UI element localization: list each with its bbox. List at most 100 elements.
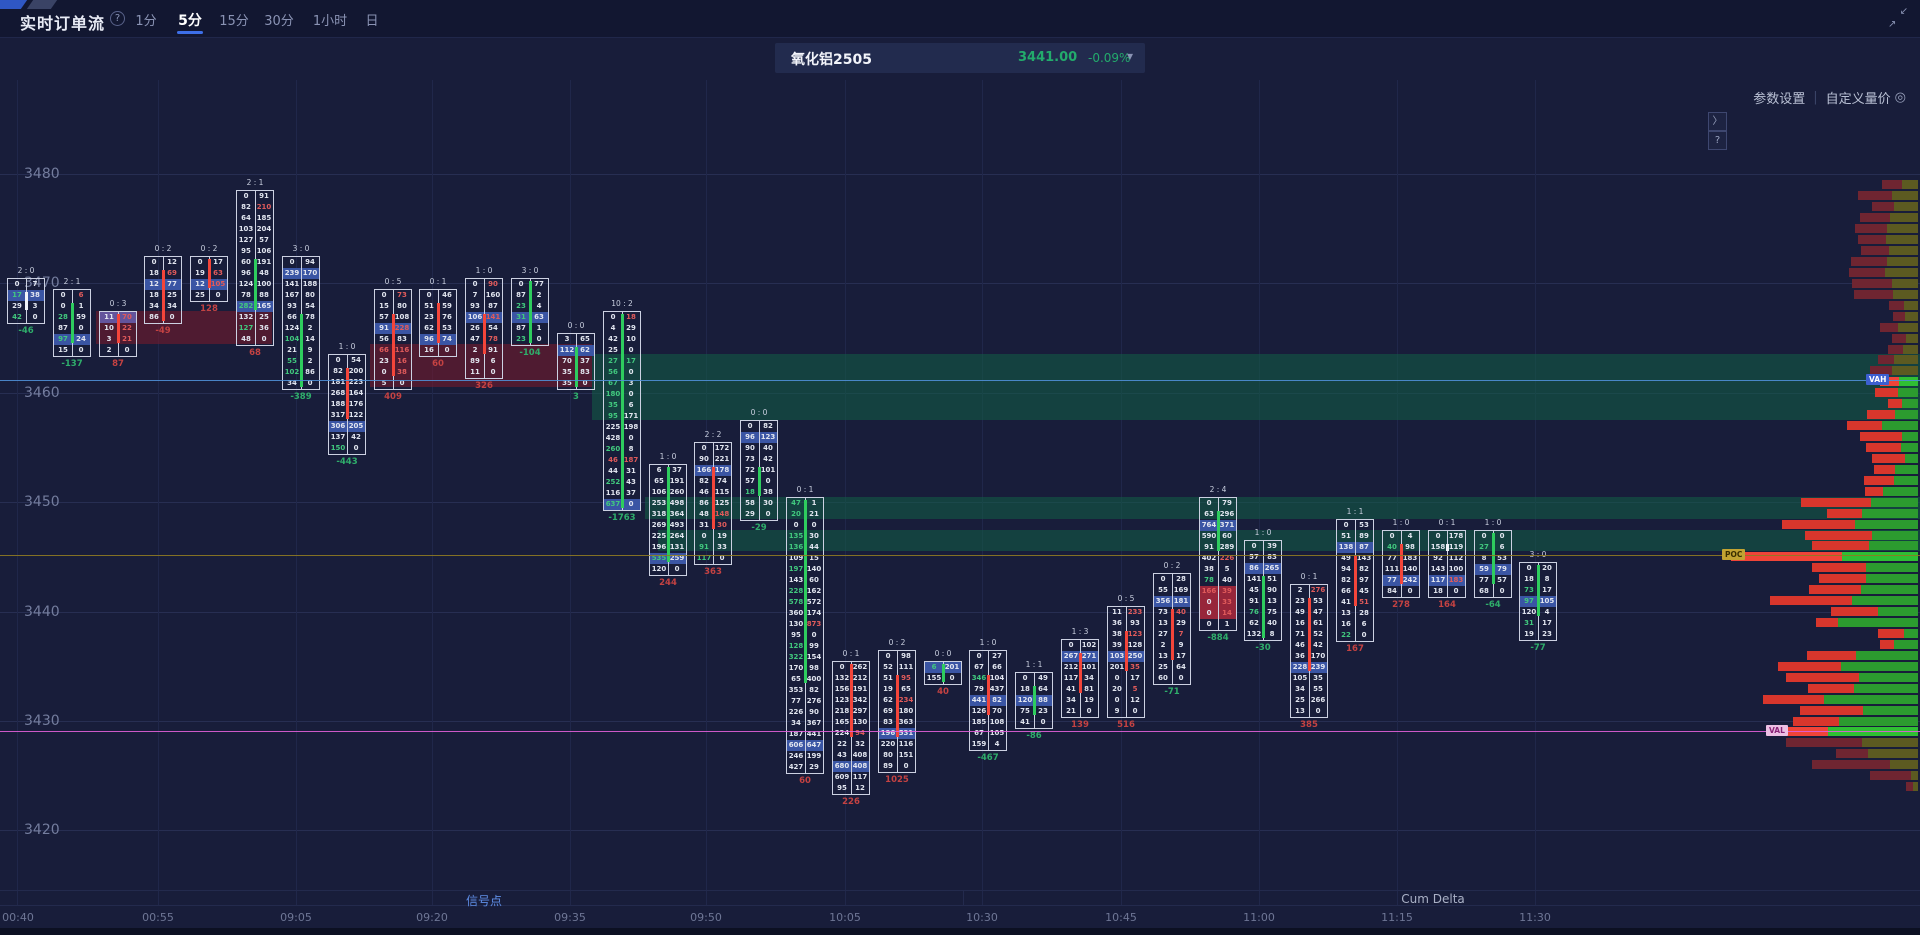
price-gridline-3480 — [0, 174, 1920, 175]
tab-15分[interactable]: 15分 — [219, 14, 249, 29]
bar-price-row: 165 130 — [833, 717, 869, 728]
bid-volume: 137 — [330, 433, 346, 442]
bar-delta: -30 — [1255, 643, 1271, 654]
bar-delta: 164 — [1438, 599, 1456, 610]
ask-volume: 0 — [307, 379, 313, 388]
collapse-icon[interactable]: ↙ ↗ — [1888, 6, 1908, 30]
bid-volume: 197 — [788, 564, 804, 573]
bid-volume: 0 — [472, 279, 478, 288]
ask-volume: 226 — [1219, 553, 1235, 562]
bar-column-divider — [1446, 530, 1448, 597]
price-label-3450: 3450 — [24, 494, 60, 511]
bar-price-row: 77 276 — [787, 696, 823, 707]
tab-日[interactable]: 日 — [365, 14, 379, 29]
bar-price-row: 127 57 — [237, 235, 273, 246]
profile-row-3464 — [1888, 344, 1918, 354]
profile-buy-bar — [1863, 705, 1918, 715]
ask-volume: 0 — [399, 378, 405, 387]
bar-price-row: 41 81 — [1062, 684, 1098, 695]
bid-volume: 29 — [12, 301, 22, 310]
settings-button[interactable]: 参数设置 — [1753, 92, 1806, 107]
bar-box: 0 0 27 6 8 53 59 79 77 57 68 0 — [1474, 529, 1512, 598]
bid-volume: 46 — [1295, 641, 1305, 650]
signal-pane-label[interactable]: 信号点 — [465, 894, 503, 908]
footprint-bar-27: 1 : 0 0 39 57 83 86 265 141 51 45 90 91 13 76 75 62 40 13… — [1244, 528, 1282, 653]
ask-volume: 35 — [1313, 674, 1323, 683]
ask-volume: 80 — [305, 291, 315, 300]
bar-delta: 363 — [704, 567, 722, 577]
tab-5分[interactable]: 5分 — [178, 13, 202, 29]
bid-volume: 97 — [58, 334, 68, 343]
bar-price-row: 0 49 — [1016, 673, 1052, 684]
ask-volume: 116 — [898, 739, 914, 748]
bid-volume: 44 — [608, 466, 618, 475]
profile-sell-bar — [1807, 650, 1856, 660]
bar-box: 2 276 23 53 49 47 16 61 71 52 46 42 36 170 228 239 105 35… — [1290, 584, 1328, 719]
profile-row-3465 — [1892, 333, 1918, 343]
time-gridline-00:40 — [17, 80, 18, 905]
ask-volume: 242 — [1402, 575, 1418, 584]
bar-price-row: 76 75 — [1245, 607, 1281, 618]
bar-price-row: 141 188 — [283, 279, 319, 290]
ask-volume: 210 — [256, 203, 272, 212]
bid-volume: 25 — [195, 291, 205, 300]
ask-volume: 260 — [669, 487, 685, 496]
ask-volume: 191 — [256, 258, 272, 267]
bar-price-row: 18 0 — [1429, 586, 1465, 597]
bar-delta: 385 — [1300, 720, 1318, 731]
panel-help-button[interactable]: ? — [1708, 131, 1727, 150]
footprint-bar-14: 1 : 0 6 37 65 191 106 260 253 498 318 364 269 493 225… — [649, 452, 687, 588]
bar-box: 0 53 51 89 138 87 49 143 94 82 82 97 66 45 41 51 13 28 16 6… — [1336, 518, 1374, 642]
bar-price-row: 42 10 — [604, 334, 640, 345]
profile-row-3443 — [1819, 574, 1918, 584]
profile-row-3435 — [1778, 661, 1918, 671]
bid-volume: 35 — [562, 367, 572, 376]
ask-volume: 40 — [1267, 619, 1277, 628]
ask-volume: 572 — [806, 597, 822, 606]
bar-price-row: 19 23 — [1520, 629, 1556, 640]
ask-volume: 2 — [307, 357, 313, 366]
tab-30分[interactable]: 30分 — [264, 14, 294, 29]
bid-volume: 29 — [745, 510, 755, 519]
expand-panel-button[interactable]: 〉 — [1708, 112, 1727, 131]
bar-price-row: 21 9 — [283, 345, 319, 356]
bid-volume: 42 — [12, 312, 22, 321]
profile-row-3466 — [1880, 322, 1918, 332]
bar-imbalance-header: 10 : 2 — [611, 298, 633, 308]
bar-price-row: 0 262 — [833, 662, 869, 673]
bid-volume: 73 — [745, 455, 755, 464]
ask-volume: 8 — [1269, 630, 1275, 639]
ask-volume: 66 — [992, 662, 1002, 671]
bar-price-row: 73 40 — [1154, 607, 1190, 618]
bid-volume: 65 — [654, 476, 664, 485]
bar-price-row: 86 125 — [695, 498, 731, 509]
profile-buy-bar — [1895, 410, 1918, 420]
custom-volume-price-button[interactable]: 自定义量价 — [1825, 92, 1891, 107]
bar-price-row: 56 83 — [375, 334, 411, 345]
bid-volume: 132 — [834, 673, 850, 682]
time-label-09:50: 09:50 — [690, 911, 722, 924]
footprint-bar-1: 2 : 1 0 6 0 1 28 59 87 0 97 24 15 0 -137 — [53, 277, 91, 369]
bid-volume: 15 — [379, 301, 389, 310]
bid-volume: 185 — [971, 717, 987, 726]
bar-price-row: 23 76 — [420, 312, 456, 323]
bid-volume: 138 — [1338, 542, 1354, 551]
ask-volume: 57 — [1497, 575, 1507, 584]
tab-1小时[interactable]: 1小时 — [312, 14, 348, 29]
bar-delta: 167 — [1346, 643, 1364, 654]
bid-volume: 201 — [1109, 663, 1125, 672]
help-icon[interactable]: ? — [110, 11, 125, 26]
bid-volume: 48 — [699, 510, 709, 518]
bar-price-row: 19 63 — [191, 268, 227, 279]
gear-icon[interactable]: ◎ — [1894, 90, 1906, 105]
ask-volume: 88 — [1038, 695, 1048, 704]
bar-price-row: 44 31 — [604, 466, 640, 477]
profile-sell-bar — [1878, 628, 1904, 638]
tab-1分[interactable]: 1分 — [135, 14, 157, 29]
bid-volume: 23 — [424, 312, 434, 321]
profile-buy-bar — [1902, 432, 1918, 442]
profile-sell-bar — [1880, 377, 1899, 387]
ask-volume: 408 — [852, 761, 868, 770]
time-gridline-00:55 — [158, 80, 159, 905]
instrument-selector[interactable]: 氧化铝2505 3441.00 -0.09% ▾ — [775, 43, 1145, 73]
